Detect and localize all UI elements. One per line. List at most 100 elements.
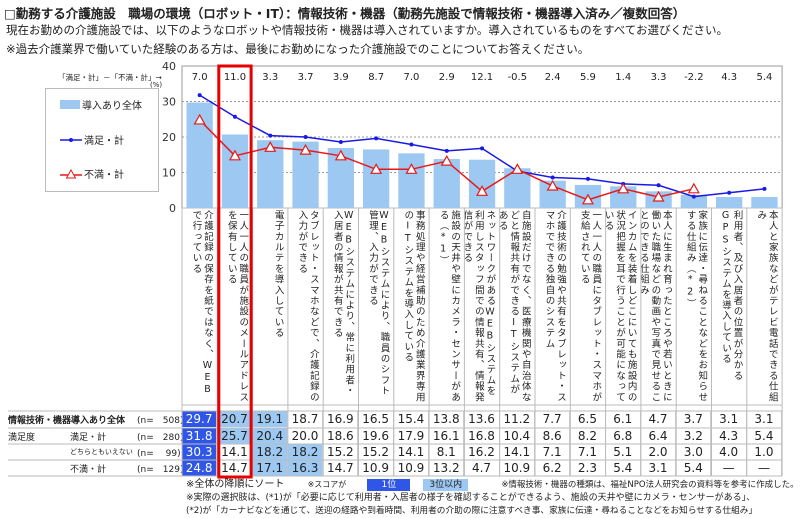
category-label: タブレット・スマホなどで、介護記録の入力ができる — [296, 210, 319, 403]
table-cell: 13.8 — [429, 411, 465, 427]
table-cell: 14.7 — [217, 460, 253, 476]
satisfied-point — [585, 176, 590, 181]
dissatisfied-point — [299, 143, 312, 155]
table-cell: 6.8 — [606, 428, 641, 444]
diff-value: 8.7 — [368, 72, 384, 83]
diff-value: 12.1 — [471, 72, 493, 83]
bar — [751, 196, 778, 208]
satisfied-point — [409, 142, 414, 147]
table-cell: — — [712, 460, 747, 476]
legend-red-triangle-icon — [60, 168, 82, 178]
table-cell: 17.1 — [252, 460, 288, 476]
diff-value: 4.3 — [721, 72, 737, 83]
table-cell: 18.2 — [287, 444, 324, 460]
bar — [504, 168, 531, 208]
table-cell: 6.1 — [606, 411, 641, 427]
question-text: 現在お勤めの介護施設では、以下のようなロボットや情報技術・機器は導入されています… — [6, 23, 728, 37]
table-cell: 4.7 — [641, 411, 677, 427]
table-n: (n= 99) — [137, 449, 181, 459]
table-cell: 5.1 — [606, 444, 641, 460]
table-cell: 29.7 — [182, 411, 218, 427]
diff-label: 「満足・計」－「不満・計」→ — [58, 73, 162, 82]
bar — [645, 191, 672, 208]
y-tick-label: 30 — [162, 96, 176, 109]
table-n: (n= 280) — [137, 433, 184, 443]
table-cell: 14.1 — [394, 444, 430, 460]
legend-blue-line-icon — [60, 137, 82, 142]
dissatisfied-point — [193, 113, 206, 125]
legend-label: 導入あり全体 — [82, 101, 142, 112]
table-cell: 10.9 — [359, 460, 394, 476]
satisfied-point — [691, 194, 696, 199]
dissatisfied-point — [581, 193, 594, 205]
category-label: 事務処理や経営補助のため介護業界専用のITシステムを導入している — [402, 210, 425, 403]
table-cell: 2.3 — [570, 460, 606, 476]
table-cell: 16.3 — [287, 460, 324, 476]
table-cell: 15.2 — [359, 444, 394, 460]
dissatisfied-point — [687, 182, 700, 194]
legend-item-satisfied: 満足・計 — [60, 132, 124, 147]
table-cell: 30.3 — [182, 444, 218, 460]
y-unit-label: (%) — [150, 81, 163, 89]
bar — [363, 149, 390, 208]
table-cell: 6.4 — [641, 428, 677, 444]
satisfied-point — [444, 148, 449, 153]
table-cell: 3.2 — [676, 428, 712, 444]
satisfied-point — [727, 190, 732, 195]
table-cell: 24.8 — [182, 460, 218, 476]
diff-value: 3.3 — [651, 72, 667, 83]
y-tick-label: 20 — [162, 131, 176, 144]
diff-value: 2.9 — [439, 72, 455, 83]
table-cell: 19.6 — [359, 428, 394, 444]
dissatisfied-point — [617, 182, 630, 194]
satisfied-point — [550, 175, 555, 180]
table-cell: 14.7 — [323, 460, 359, 476]
dissatisfied-point — [228, 149, 241, 161]
table-cell: 3.1 — [712, 411, 747, 427]
dissatisfied-point — [334, 149, 347, 161]
table-cell: 15.4 — [394, 411, 430, 427]
dissatisfied-point — [440, 154, 453, 166]
satisfied-point — [762, 186, 767, 191]
category-label: WEBシステムにより、常に利用者・入居者の情報が共有できる — [331, 210, 355, 397]
table-cell: 16.1 — [429, 428, 465, 444]
table-cell: 11.2 — [500, 411, 535, 427]
footer-line-1: ※全体の降順にソート ※スコアが 1位 3位以内 ※情報技術・機器の種類は、福祉… — [186, 479, 799, 491]
plot-frame — [181, 65, 783, 209]
category-label: ネットワークがあるWEBシステムを利用しスタッフ間での情報共有、情報発信ができる — [464, 210, 496, 403]
badge-rank1: 1位 — [367, 479, 411, 491]
dissatisfied-point — [652, 190, 665, 202]
diff-value: 5.9 — [580, 72, 596, 83]
bar — [716, 196, 743, 208]
legend: 導入あり全体 満足・計 不満・計 — [45, 88, 159, 192]
category-label: 家族に伝達・尋ねることなどをお知らせする仕組み（*2） — [684, 210, 708, 403]
dissatisfied-point — [370, 163, 383, 174]
table-cell: 8.2 — [570, 428, 606, 444]
table-cell: 5.4 — [676, 460, 712, 476]
table-cell: 17.9 — [394, 428, 430, 444]
table-cell: 16.5 — [359, 411, 394, 427]
table-cell: 7.1 — [570, 444, 606, 460]
legend-bar-swatch — [60, 100, 80, 109]
category-label: 利用者、及び入居者の位置が分かるGPSシステムを導入している — [720, 210, 743, 382]
table-cell: 14.1 — [217, 444, 253, 460]
table-cell: 20.4 — [252, 428, 288, 444]
choice-note-2: (*2)が「カーナビなどを通じて、送迎の経路や到着時間、利用者の介助の際に注意す… — [186, 506, 758, 516]
bar — [433, 159, 460, 208]
diff-value: 3.9 — [333, 72, 349, 83]
table-cell: 5.4 — [606, 460, 641, 476]
dissatisfied-point — [546, 179, 559, 191]
table-cell: 5.4 — [747, 428, 783, 444]
table-cell: — — [747, 460, 783, 476]
diff-value: 7.0 — [403, 72, 419, 83]
table-cell: 6.5 — [570, 411, 606, 427]
badge-rank3: 3位以内 — [423, 479, 469, 491]
bar — [680, 194, 707, 208]
category-label: 介護技術の勉強や共有をタブレット・スマホでできる独自のシステム — [543, 210, 567, 403]
bar — [468, 159, 496, 208]
table-cell: 4.7 — [464, 460, 500, 476]
diff-value: 3.7 — [298, 72, 314, 83]
bar — [398, 153, 425, 208]
satisfied-point — [374, 136, 379, 141]
